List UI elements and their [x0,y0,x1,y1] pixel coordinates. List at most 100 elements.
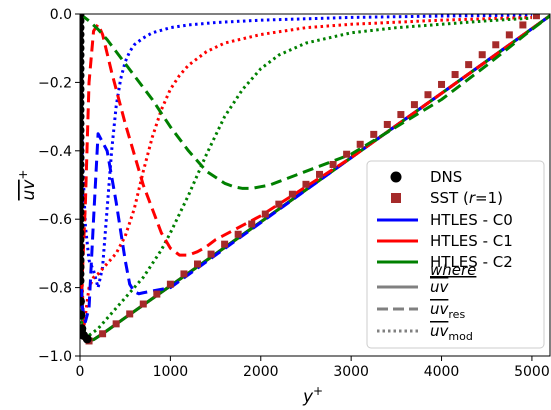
dns-marker [80,262,85,272]
sst-marker [329,160,337,168]
dns-marker [80,194,85,204]
y-axis-label: uv+ [16,170,39,201]
dns-marker [80,180,85,190]
sst-marker [424,91,432,99]
sst-marker [99,330,107,338]
legend: DNS SST (r=1) HTLES - C0 HTLES - C1 HTLE… [366,160,545,349]
dns-marker [80,139,85,149]
legend-where-label: where [430,261,476,279]
dns-marker [80,214,85,224]
x-axis-ticks: 0 1000 2000 3000 4000 5000 [76,356,550,380]
dns-marker [80,221,85,231]
legend-sst-marker [391,193,401,203]
dns-marker [80,207,85,217]
dns-marker [80,50,85,60]
dns-marker [80,269,85,279]
legend-mod-label: uvmod [430,322,473,343]
legend-dns-marker [390,171,402,183]
sst-marker [492,41,500,49]
x-axis-label: y+ [302,384,323,407]
sst-marker [139,300,147,308]
sst-marker [194,260,201,268]
plot-series [80,14,550,345]
dns-marker [80,235,85,245]
dns-marker [80,64,85,74]
legend-dns-label: DNS [430,168,462,186]
y-tick-label: 0.0 [50,7,72,23]
sst-marker [234,230,242,238]
dns-marker [80,91,85,101]
legend-sst-italic: r [469,189,476,207]
dns-marker [80,146,85,156]
legend-c2-label: HTLES - C2 [430,253,513,271]
y-tick-label: −0.8 [38,281,72,297]
legend-total-label: uv [430,278,450,296]
dns-marker [80,23,85,33]
plot-frame [79,13,551,357]
dns-marker [80,84,85,94]
dns-marker [80,77,85,87]
sst-marker [153,290,161,298]
sst-marker [343,150,351,158]
y-axis-ticks: −1.0 −0.8 −0.6 −0.4 −0.2 0.0 [38,7,80,365]
sst-marker [166,280,174,288]
dns-marker [80,16,85,26]
dns-marker [80,153,85,163]
sst-marker [275,200,283,208]
legend-c0-label: HTLES - C0 [430,211,513,229]
sst-marker [180,270,188,278]
y-tick-label: −0.6 [38,212,72,228]
dns-marker [80,242,85,252]
y-axis-label-sup: + [16,170,30,180]
dns-marker [80,324,87,334]
legend-mod-base: uv [430,322,450,340]
x-tick-label: 5000 [514,364,550,380]
dns-marker [80,57,85,67]
dns-marker [80,248,85,258]
dns-marker [80,30,85,40]
legend-mod-sub: mod [448,330,472,343]
sst-marker [532,14,540,20]
x-axis-label-base: y [302,387,314,407]
dns-marker [80,276,85,286]
legend-frame [366,160,545,349]
sst-marker [505,31,513,39]
svg-text:uv+: uv+ [16,170,39,201]
dns-marker [80,43,85,53]
sst-marker [383,120,391,128]
x-tick-label: 4000 [424,364,460,380]
dns-marker [80,310,86,320]
legend-res-sub: res [448,308,465,321]
sst-marker [397,111,405,119]
legend-res-base: uv [430,300,450,318]
y-tick-label: −0.4 [38,144,72,160]
dns-marker [80,173,85,183]
x-tick-label: 1000 [153,364,189,380]
series-line-htles-c0-resolved [80,14,550,324]
series-line-htles-c0-modelled [80,14,532,290]
legend-c1-label: HTLES - C1 [430,232,513,250]
x-tick-label: 0 [76,364,85,380]
dns-marker [80,166,85,176]
sst-marker [126,310,134,318]
dns-marker [80,112,85,122]
dns-marker [80,71,85,81]
dns-marker [80,132,85,142]
dns-marker [80,296,85,306]
dns-marker [80,36,85,46]
dns-marker [80,159,85,169]
y-axis-label-base: uv [19,179,39,201]
legend-sst-label: SST (r=1) [430,189,503,207]
dns-marker [80,125,85,135]
x-axis-label-sup: + [313,384,323,398]
series-line-htles-c2-resolved [80,14,550,190]
sst-marker [519,21,527,29]
sst-marker [288,190,296,198]
dns-marker [80,105,85,115]
sst-marker [316,170,324,178]
sst-marker [261,210,269,218]
dns-marker [80,201,85,211]
sst-marker [302,180,310,188]
sst-marker [465,61,473,69]
